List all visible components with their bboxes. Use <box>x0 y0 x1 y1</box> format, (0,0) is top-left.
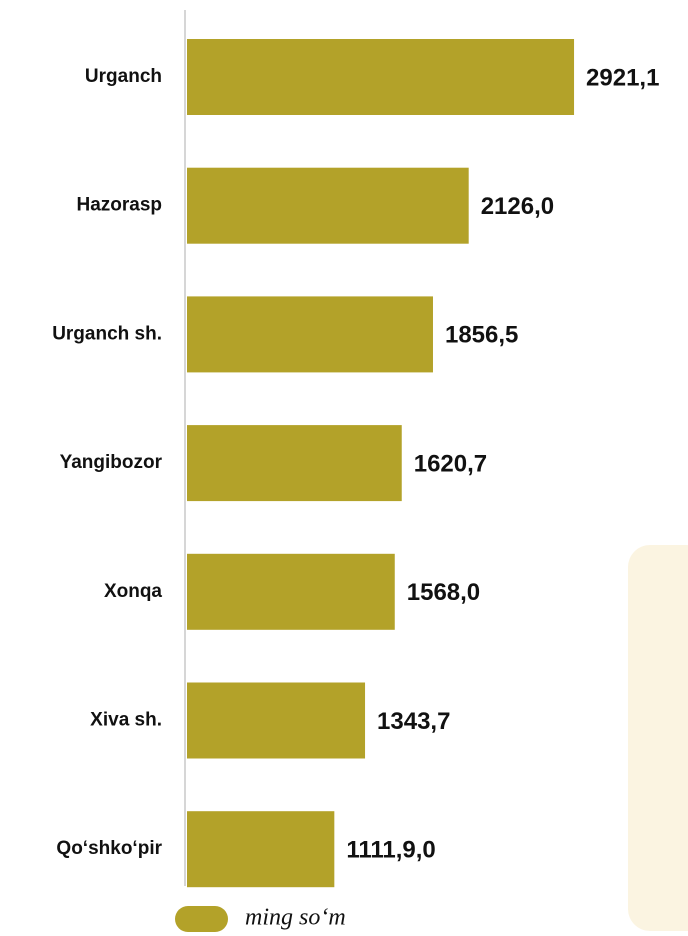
bar <box>187 296 433 373</box>
category-label: Hazorasp <box>76 195 162 216</box>
legend-label: ming so‘m <box>245 905 346 931</box>
category-label: Xonqa <box>104 581 162 602</box>
bar <box>187 39 575 115</box>
value-label: 1568,0 <box>407 579 480 606</box>
bar <box>187 167 469 244</box>
value-label: 1111,9,0 <box>346 837 435 864</box>
category-label: Xiva sh. <box>90 710 162 731</box>
bar <box>187 811 335 888</box>
category-label: Urganch sh. <box>52 323 162 344</box>
value-label: 1343,7 <box>377 708 450 735</box>
legend-swatch <box>175 906 228 932</box>
bar <box>187 425 402 502</box>
bar <box>187 682 366 759</box>
category-label: Qo‘shko‘pir <box>56 838 162 859</box>
category-label: Urganch <box>85 66 162 87</box>
category-label: Yangibozor <box>60 452 163 473</box>
value-label: 2126,0 <box>481 193 554 220</box>
value-label: 1620,7 <box>414 450 487 477</box>
side-panel <box>628 545 688 931</box>
bar <box>187 553 395 630</box>
value-label: 1856,5 <box>445 322 518 349</box>
value-label: 2921,1 <box>586 64 659 91</box>
